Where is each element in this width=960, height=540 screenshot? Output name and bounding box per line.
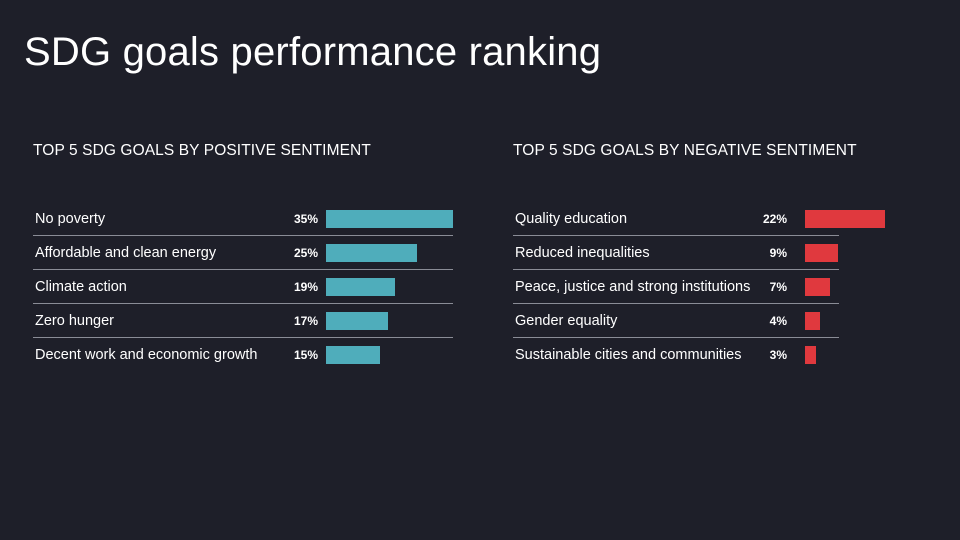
bar-value-label: 4% [769, 313, 787, 328]
positive-bar-row: Climate action 19% [33, 270, 453, 304]
negative-bar-row: Quality education 22% [513, 202, 885, 236]
positive-bar-row: No poverty 35% [33, 202, 453, 236]
bar-value-label: 3% [769, 347, 787, 362]
bar-category-label: Gender equality [515, 312, 618, 329]
bar-value-label: 15% [293, 347, 318, 362]
positive-bar [326, 277, 395, 296]
negative-bar-row: Peace, justice and strong institutions 7% [513, 270, 839, 304]
positive-chart-rows: No poverty 35% Affordable and clean energy… [33, 202, 453, 371]
bar-value-label: 17% [293, 313, 318, 328]
negative-bar [805, 345, 816, 364]
positive-bar [326, 345, 381, 364]
bar-value-label: 19% [293, 279, 318, 294]
bar-value-label: 25% [293, 245, 318, 260]
positive-bar [326, 311, 388, 330]
positive-chart-title: TOP 5 SDG GOALS BY POSITIVE SENTIMENT [33, 142, 371, 159]
bar-category-label: No poverty [35, 210, 106, 227]
positive-bar-row: Decent work and economic growth 15% [33, 338, 453, 371]
bar-value-label: 9% [769, 245, 787, 260]
bar-value-label: 7% [769, 279, 787, 294]
bar-category-label: Peace, justice and strong institutions [515, 278, 751, 295]
bar-category-label: Reduced inequalities [515, 244, 650, 261]
bar-value-label: 35% [293, 211, 318, 226]
positive-sentiment-panel: TOP 5 SDG GOALS BY POSITIVE SENTIMENT No… [33, 142, 453, 371]
page-title: SDG goals performance ranking [24, 30, 602, 74]
bar-category-label: Zero hunger [35, 312, 114, 329]
negative-bar-row: Sustainable cities and communities 3% [513, 338, 839, 371]
negative-chart-title: TOP 5 SDG GOALS BY NEGATIVE SENTIMENT [513, 142, 857, 159]
bar-category-label: Quality education [515, 210, 628, 227]
negative-chart-rows: Quality education 22% Reduced inequalities… [513, 202, 885, 371]
negative-bar [805, 311, 820, 330]
negative-bar-row: Gender equality 4% [513, 304, 839, 338]
bar-category-label: Decent work and economic growth [35, 346, 258, 363]
negative-bar [805, 243, 838, 262]
positive-bar [326, 209, 453, 228]
negative-sentiment-panel: TOP 5 SDG GOALS BY NEGATIVE SENTIMENT Qu… [513, 142, 933, 371]
negative-bar [805, 277, 831, 296]
negative-bar [805, 209, 885, 228]
negative-bar-row: Reduced inequalities 9% [513, 236, 839, 270]
bar-value-label: 22% [762, 211, 787, 226]
positive-bar-row: Affordable and clean energy 25% [33, 236, 453, 270]
bar-category-label: Sustainable cities and communities [515, 346, 742, 363]
positive-bar [326, 243, 417, 262]
bar-category-label: Affordable and clean energy [35, 244, 217, 261]
positive-bar-row: Zero hunger 17% [33, 304, 453, 338]
bar-category-label: Climate action [35, 278, 127, 295]
